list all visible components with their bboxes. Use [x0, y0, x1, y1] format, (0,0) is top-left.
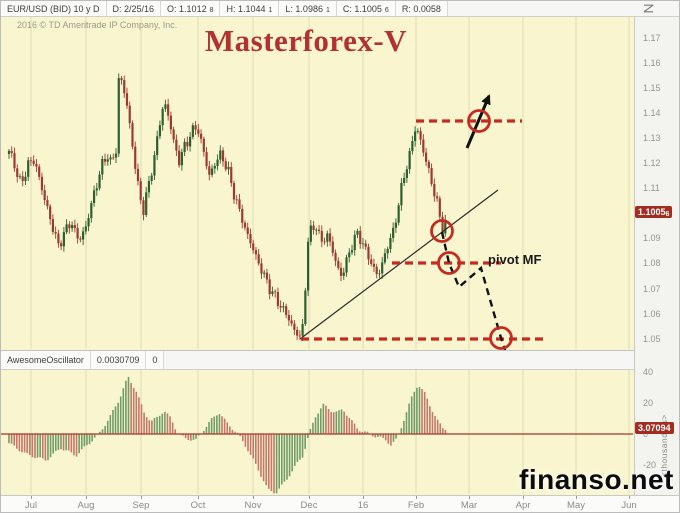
ohlc-field-o: O: 1.1012 8	[161, 1, 221, 16]
oscillator-zero: 0	[152, 355, 158, 365]
ohlc-fields: D: 2/25/16 O: 1.1012 8 H: 1.1044 1 L: 1.0986 1…	[106, 1, 448, 16]
oscillator-axis-label: 40	[643, 366, 654, 377]
time-axis-label: Dec	[300, 500, 318, 511]
time-axis-tick	[141, 496, 142, 499]
price-axis-label: 1.15	[643, 82, 661, 93]
time-axis-tick	[86, 496, 87, 499]
time-axis-tick	[309, 496, 310, 499]
oscillator-badge-value: 3.07094	[638, 423, 671, 433]
ohlc-field-d: D: 2/25/16	[106, 1, 162, 16]
symbol-label: EUR/USD (BID) 10 y D	[7, 3, 100, 14]
oscillator-value-cell: 0.0030709	[90, 351, 147, 369]
masterforex-watermark: Masterforex-V	[204, 23, 408, 58]
time-axis-label: Nov	[244, 500, 262, 511]
price-axis-label: 1.17	[643, 32, 661, 43]
current-price-pipette: 6	[665, 211, 670, 218]
ohlc-field-h: H: 1.1044 1	[220, 1, 280, 16]
price-axis-label: 1.11	[643, 183, 660, 194]
time-axis-tick	[198, 496, 199, 499]
price-axis-label: 1.05	[643, 333, 661, 344]
time-axis-tick	[523, 496, 524, 499]
price-axis-label: 1.07	[643, 283, 661, 294]
oscillator-value: 0.0030709	[96, 355, 140, 365]
time-axis-tick	[629, 496, 630, 499]
time-axis-label: Aug	[77, 500, 95, 511]
ohlc-field-c: C: 1.1005 6	[336, 1, 396, 16]
price-axis-label: 1.14	[643, 107, 661, 118]
time-axis-tick	[363, 496, 364, 499]
time-axis-label: Apr	[515, 500, 531, 511]
time-axis-label: Jul	[24, 500, 38, 511]
time-axis-tick	[31, 496, 32, 499]
time-axis-label: Jun	[621, 500, 637, 511]
time-axis-tick	[416, 496, 417, 499]
current-price-value: 1.1005	[638, 207, 666, 217]
time-axis-label: Mar	[460, 500, 478, 511]
ohlc-field-r: R: 0.0058	[395, 1, 448, 16]
oscillator-axis-label: 20	[643, 397, 654, 408]
time-axis-label: 16	[357, 500, 369, 511]
price-axis-label: 1.12	[643, 158, 661, 168]
oscillator-name: AwesomeOscillator	[7, 355, 84, 365]
symbol-cell[interactable]: EUR/USD (BID) 10 y D	[1, 1, 107, 16]
oscillator-header-spacer	[164, 351, 634, 369]
oscillator-name-cell[interactable]: AwesomeOscillator	[1, 351, 91, 369]
topbar-spacer	[447, 1, 637, 16]
time-axis-tick	[469, 496, 470, 499]
oscillator-zero-cell: 0	[146, 351, 165, 369]
time-axis-tick	[253, 496, 254, 499]
price-chart-pane[interactable]	[1, 16, 634, 350]
current-price-badge: 1.10056	[635, 206, 673, 218]
time-axis-label: Oct	[190, 500, 206, 511]
ohlc-status-bar: EUR/USD (BID) 10 y D D: 2/25/16 O: 1.1012…	[1, 1, 679, 17]
time-axis-label: Sep	[132, 500, 150, 511]
oscillator-header-bar: AwesomeOscillator 0.0030709 0	[1, 350, 634, 370]
copyright-watermark: 2016 © TD Ameritrade IP Company, Inc.	[17, 20, 178, 30]
ohlc-field-l: L: 1.0986 1	[279, 1, 337, 16]
price-axis-label: 1.09	[643, 233, 661, 244]
price-axis-label: 1.16	[643, 57, 661, 68]
time-axis-label: May	[567, 500, 585, 511]
site-watermark: finanso.net	[519, 464, 674, 495]
time-axis-label: Feb	[407, 500, 425, 511]
oscillator-axis-label: -20	[643, 459, 657, 470]
oscillator-value-badge: 3.07094	[635, 422, 674, 434]
price-axis-label: 1.13	[643, 132, 661, 143]
price-axis-label: 1.06	[643, 308, 661, 319]
maximize-pane-icon[interactable]	[637, 1, 679, 16]
price-axis-label: 1.08	[643, 258, 661, 269]
time-axis-tick	[576, 496, 577, 499]
